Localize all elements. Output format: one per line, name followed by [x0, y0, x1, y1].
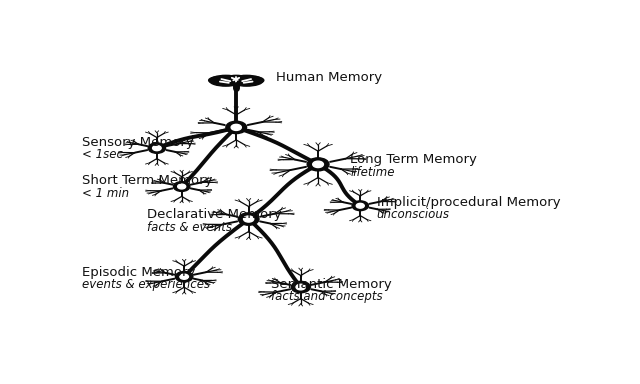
Text: unconscious: unconscious — [376, 209, 450, 222]
Text: lifetime: lifetime — [350, 166, 395, 179]
Text: Implicit/procedural Memory: Implicit/procedural Memory — [376, 196, 560, 209]
Ellipse shape — [241, 76, 264, 84]
Ellipse shape — [209, 76, 231, 84]
Circle shape — [173, 182, 190, 191]
Circle shape — [352, 201, 369, 211]
Text: facts & events: facts & events — [147, 221, 232, 234]
Circle shape — [296, 284, 305, 290]
Circle shape — [313, 161, 323, 167]
Circle shape — [178, 184, 186, 189]
Circle shape — [175, 271, 193, 282]
Circle shape — [291, 281, 310, 293]
Text: events & experiences: events & experiences — [83, 278, 211, 291]
Circle shape — [226, 121, 246, 134]
Text: Sensory Memory: Sensory Memory — [83, 136, 194, 149]
Circle shape — [180, 274, 188, 279]
Text: facts and concepts: facts and concepts — [271, 290, 383, 303]
Ellipse shape — [224, 75, 249, 84]
Text: Short Term Memory: Short Term Memory — [83, 174, 213, 187]
Circle shape — [307, 158, 329, 171]
Circle shape — [231, 124, 241, 131]
Ellipse shape — [230, 75, 263, 86]
Circle shape — [244, 216, 253, 222]
Text: < 1 min: < 1 min — [83, 187, 130, 200]
Text: Declarative Memory: Declarative Memory — [147, 208, 282, 221]
Text: Episodic Memory: Episodic Memory — [83, 266, 196, 279]
Text: Long Term Memory: Long Term Memory — [350, 154, 477, 166]
Text: Human Memory: Human Memory — [276, 71, 382, 84]
Circle shape — [238, 213, 259, 225]
Ellipse shape — [209, 75, 242, 86]
Circle shape — [148, 143, 166, 153]
Text: < 1sec: < 1sec — [83, 148, 124, 161]
Text: Semantic Memory: Semantic Memory — [271, 278, 392, 291]
Circle shape — [356, 204, 364, 208]
Circle shape — [152, 146, 161, 151]
